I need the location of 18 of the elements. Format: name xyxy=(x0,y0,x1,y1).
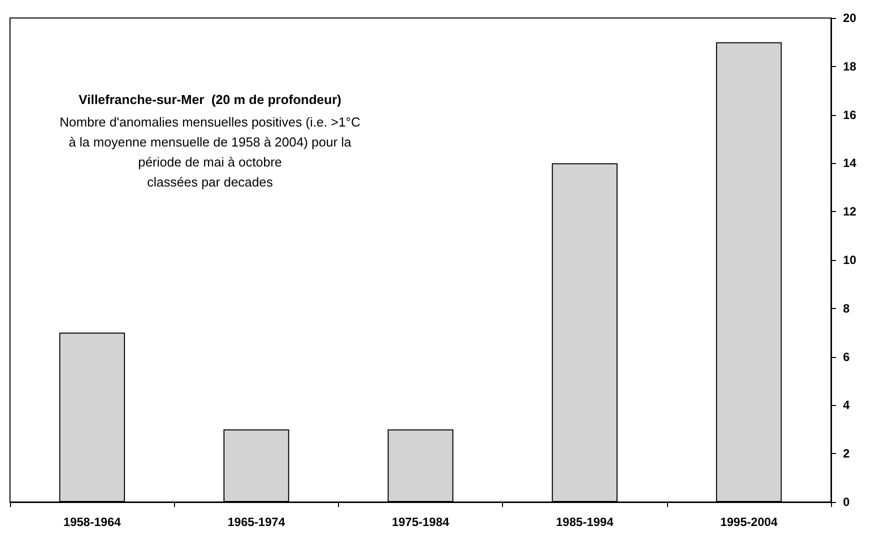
y-tick-label: 8 xyxy=(843,301,850,316)
y-tick-label: 16 xyxy=(843,108,857,122)
y-tick-label: 12 xyxy=(843,204,857,219)
y-tick-label: 14 xyxy=(843,156,857,170)
text: Nombre d'anomalies mensuelles positives (i.e. >1°C à la moyenne mensuelle de 1958 à 2004) pour la période de mai à octobre classées par decades xyxy=(60,114,360,190)
x-tick-label: 1995-2004 xyxy=(720,515,778,529)
text: Villefranche-sur-Mer (20 m de profondeur) xyxy=(78,92,342,107)
x-tick-label: 1975-1984 xyxy=(392,515,450,529)
y-tick-label: 20 xyxy=(843,11,857,25)
y-tick-label: 10 xyxy=(843,253,857,267)
y-tick-label: 4 xyxy=(843,398,850,412)
x-tick-label: 1985-1994 xyxy=(556,515,614,529)
x-tick-label: 1958-1964 xyxy=(63,515,122,529)
y-tick-label: 6 xyxy=(843,350,850,364)
x-tick-label: 1965-1974 xyxy=(228,515,286,529)
y-tick-label: 2 xyxy=(843,446,850,461)
y-tick-label: 18 xyxy=(843,59,857,74)
y-tick-label: 0 xyxy=(843,495,850,509)
